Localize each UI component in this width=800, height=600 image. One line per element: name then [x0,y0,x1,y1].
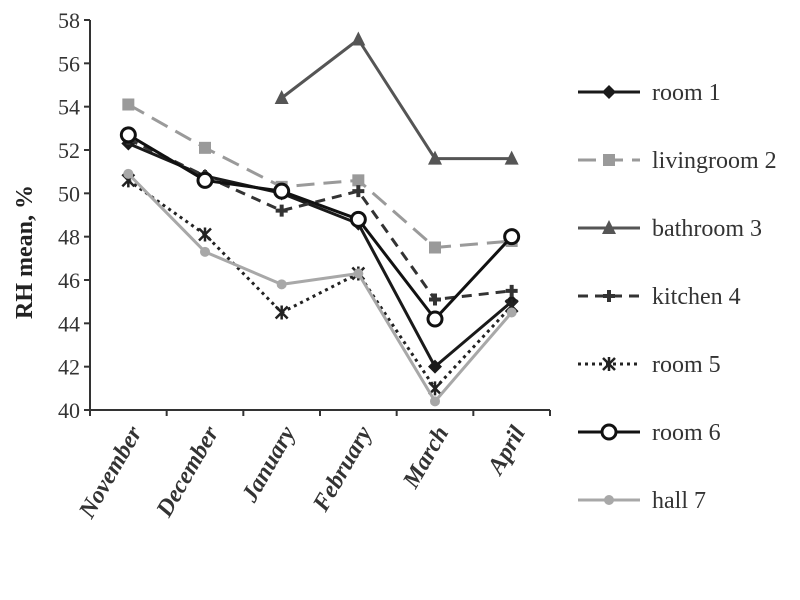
legend-label: hall 7 [652,488,706,514]
data-point [430,396,440,407]
data-point [506,307,517,318]
data-point [352,185,365,198]
data-point [504,150,519,165]
series-room-1 [121,136,519,374]
series-line [127,142,513,369]
y-tick-label: 42 [58,355,80,380]
y-tick-label: 46 [58,268,80,293]
legend-item: bathroom 3 [578,216,762,242]
data-point [428,359,442,374]
legend-marker [602,220,616,234]
data-point [349,210,367,228]
data-point [275,204,288,217]
data-point [274,90,289,104]
data-point [198,227,212,242]
series-line [127,103,512,249]
series-bathroom-3 [274,31,519,165]
data-point [428,150,442,165]
legend-marker [602,85,616,99]
y-tick-label: 54 [58,95,80,120]
legend: room 1 livingroom 2 bathroom 3 kitchen 4 roo… [578,80,777,514]
legend-item: kitchen 4 [578,284,741,310]
x-tick-label: February [308,422,378,517]
data-point [351,31,366,46]
data-point [276,279,287,290]
data-point [429,293,441,306]
legend-label: bathroom 3 [652,216,762,242]
data-point [426,310,444,328]
legend-label: room 6 [652,420,721,446]
y-tick-label: 50 [58,181,80,206]
series-livingroom-2 [122,98,518,254]
data-point [429,241,441,254]
x-tick-label: November [74,421,148,523]
x-tick-label: December [151,421,224,522]
data-point [352,174,365,187]
legend-item: room 6 [578,420,721,446]
x-tick-label: April [482,422,531,481]
legend-marker [604,495,614,505]
legend-item: room 1 [578,80,721,106]
series-line [127,179,513,390]
y-axis-label: RH mean, % [12,185,38,319]
y-tick-label: 48 [58,225,80,250]
series-line [127,137,512,301]
legend-label: livingroom 2 [652,148,777,174]
y-tick-label: 56 [58,51,80,76]
data-point [199,141,211,154]
series-line [127,172,513,403]
data-point [353,268,364,279]
series-line [280,38,512,161]
series-hall-7 [123,168,517,407]
data-point [274,305,289,320]
y-tick-label: 52 [58,138,80,163]
data-point [273,182,291,200]
y-tick-label: 40 [58,398,80,423]
legend-marker [600,423,618,441]
data-point [122,98,135,111]
legend-marker [602,357,616,371]
data-point [503,228,521,246]
legend-marker [603,154,615,166]
legend-item: livingroom 2 [578,148,777,174]
x-tick-label: March [398,422,454,494]
legend-item: room 5 [578,352,721,378]
legend-marker [603,290,615,302]
data-point [505,284,518,297]
legend-item: hall 7 [578,488,706,514]
legend-label: kitchen 4 [652,284,741,310]
legend-label: room 5 [652,352,721,378]
data-point [123,168,134,179]
x-tick-label: January [237,422,302,508]
y-tick-label: 44 [58,311,80,336]
axes: 40 42 44 46 48 50 52 54 56 58 November December Janu… [58,8,551,524]
series-layer [119,31,521,407]
data-point [200,246,210,257]
y-tick-label: 58 [58,8,80,33]
legend-label: room 1 [652,80,721,106]
data-point [119,126,137,144]
series-room-6 [119,126,521,328]
data-point [196,171,214,189]
series-line [127,133,513,321]
series-room-5 [121,173,519,396]
